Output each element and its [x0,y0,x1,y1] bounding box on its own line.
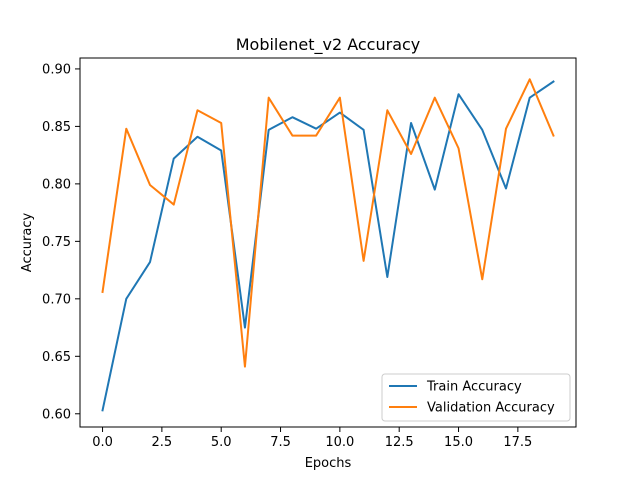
y-tick-label: 0.60 [42,407,71,422]
x-axis-ticks: 0.0 2.5 5.0 7.5 10.0 12.5 15.0 17.5 [92,427,532,450]
legend-box [381,373,571,422]
legend-label-0: Train Accuracy [426,380,522,395]
legend: Train Accuracy Validation Accuracy [381,373,571,422]
y-tick-label: 0.70 [42,292,71,307]
x-tick-label: 12.5 [385,435,414,450]
x-tick-label: 0.0 [92,435,113,450]
x-tick-label: 5.0 [211,435,232,450]
y-tick-label: 0.80 [42,177,71,192]
x-tick-label: 7.5 [270,435,291,450]
y-axis-ticks: 0.60 0.65 0.70 0.75 0.80 0.85 0.90 [42,62,80,422]
plot-frame [79,57,577,428]
y-tick-label: 0.65 [42,350,71,365]
x-tick-label: 17.5 [503,435,532,450]
series-line-1 [101,78,555,368]
series-line-0 [101,80,555,412]
x-axis-label: Epochs [305,456,352,471]
y-tick-label: 0.90 [42,62,71,77]
x-tick-label: 10.0 [325,435,354,450]
chart-title: Mobilenet_v2 Accuracy [236,35,421,55]
x-tick-label: 2.5 [152,435,173,450]
y-tick-label: 0.75 [42,235,71,250]
y-tick-label: 0.85 [42,120,71,135]
legend-label-1: Validation Accuracy [427,401,555,416]
y-axis-label: Accuracy [20,213,35,273]
x-tick-label: 15.0 [444,435,473,450]
series-layer [101,78,555,412]
